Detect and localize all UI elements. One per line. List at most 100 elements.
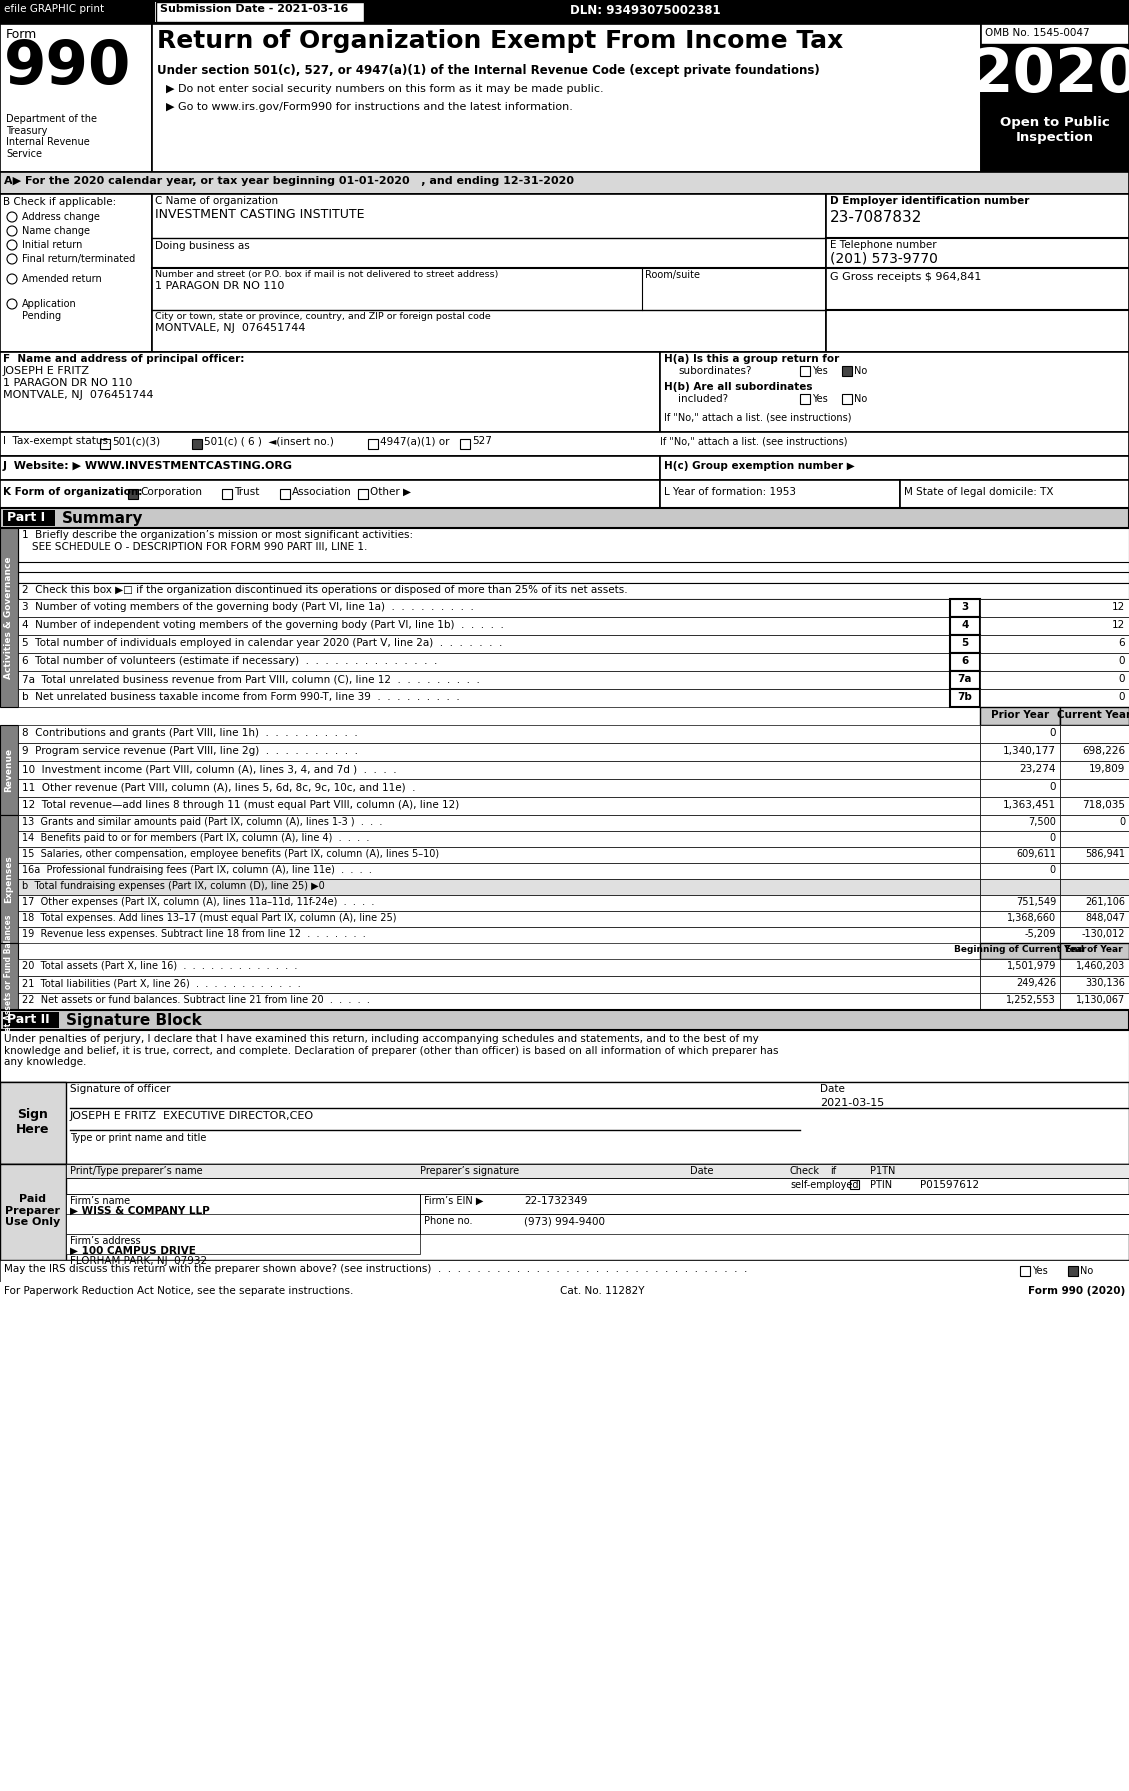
Bar	[0, 353, 660, 432]
Text: ▶ 100 CAMPUS DRIVE: ▶ 100 CAMPUS DRIVE	[70, 1247, 195, 1255]
Text: Yes: Yes	[1032, 1266, 1048, 1275]
Bar	[980, 944, 1060, 958]
Text: Sign
Here: Sign Here	[16, 1109, 50, 1135]
Text: Address change: Address change	[21, 211, 99, 222]
Bar	[222, 489, 231, 500]
Text: Room/suite: Room/suite	[645, 270, 700, 279]
Bar	[368, 439, 378, 450]
Bar	[1060, 707, 1129, 725]
Text: 7,500: 7,500	[1029, 817, 1056, 827]
Bar	[1060, 912, 1129, 928]
Bar	[18, 672, 949, 690]
Bar	[460, 439, 470, 450]
Bar	[1068, 1266, 1078, 1275]
Text: 19  Revenue less expenses. Subtract line 18 from line 12  .  .  .  .  .  .  .: 19 Revenue less expenses. Subtract line …	[21, 930, 366, 938]
Bar	[1060, 879, 1129, 896]
Bar	[156, 2, 364, 21]
Text: (201) 573-9770: (201) 573-9770	[830, 253, 938, 267]
Text: 13  Grants and similar amounts paid (Part IX, column (A), lines 1-3 )  .  .  .: 13 Grants and similar amounts paid (Part…	[21, 817, 383, 827]
Text: FLORHAM PARK, NJ  07932: FLORHAM PARK, NJ 07932	[70, 1255, 207, 1266]
Text: 14  Benefits paid to or for members (Part IX, column (A), line 4)  .  .  .  .: 14 Benefits paid to or for members (Part…	[21, 833, 369, 844]
Bar	[980, 797, 1060, 815]
Bar	[18, 725, 980, 743]
Text: Yes: Yes	[812, 394, 828, 405]
Bar	[800, 394, 809, 405]
Text: 1,501,979: 1,501,979	[1007, 962, 1056, 971]
Text: 527: 527	[472, 435, 492, 446]
Bar	[18, 690, 949, 707]
Bar	[0, 23, 1129, 172]
Text: ▶ Go to www.irs.gov/Form990 for instructions and the latest information.: ▶ Go to www.irs.gov/Form990 for instruct…	[166, 102, 572, 113]
Text: 1,252,553: 1,252,553	[1006, 996, 1056, 1005]
Text: 751,549: 751,549	[1016, 897, 1056, 906]
Text: 1 PARAGON DR NO 110: 1 PARAGON DR NO 110	[3, 378, 132, 389]
Bar	[358, 489, 368, 500]
Bar	[0, 815, 18, 944]
Text: DLN: 93493075002381: DLN: 93493075002381	[570, 4, 720, 16]
Text: 0: 0	[1050, 727, 1056, 738]
Bar	[65, 1164, 1129, 1178]
Bar	[981, 45, 1129, 106]
Bar	[660, 480, 900, 509]
Bar	[980, 815, 1060, 831]
Bar	[660, 353, 1129, 432]
Text: -5,209: -5,209	[1025, 930, 1056, 938]
Bar	[420, 1195, 1129, 1214]
Bar	[18, 797, 980, 815]
Text: 1,340,177: 1,340,177	[1003, 747, 1056, 756]
Bar	[980, 598, 1129, 618]
Text: 4947(a)(1) or: 4947(a)(1) or	[380, 435, 449, 446]
Text: 718,035: 718,035	[1082, 801, 1124, 810]
Text: Initial return: Initial return	[21, 240, 82, 251]
Text: Date: Date	[820, 1084, 844, 1094]
Text: 8  Contributions and grants (Part VIII, line 1h)  .  .  .  .  .  .  .  .  .  .: 8 Contributions and grants (Part VIII, l…	[21, 727, 358, 738]
Text: 21  Total liabilities (Part X, line 26)  .  .  .  .  .  .  .  .  .  .  .  .: 21 Total liabilities (Part X, line 26) .…	[21, 978, 300, 989]
Text: K Form of organization:: K Form of organization:	[3, 487, 142, 496]
Text: 1,363,451: 1,363,451	[1003, 801, 1056, 810]
Text: 6: 6	[1119, 638, 1124, 648]
Text: Firm’s address: Firm’s address	[70, 1236, 141, 1247]
Text: 1  Briefly describe the organization’s mission or most significant activities:: 1 Briefly describe the organization’s mi…	[21, 530, 413, 541]
Bar	[65, 1195, 420, 1234]
Text: 5: 5	[962, 638, 969, 648]
Bar	[1060, 761, 1129, 779]
Text: Department of the
Treasury
Internal Revenue
Service: Department of the Treasury Internal Reve…	[6, 115, 97, 159]
Text: 10  Investment income (Part VIII, column (A), lines 3, 4, and 7d )  .  .  .  .: 10 Investment income (Part VIII, column …	[21, 765, 396, 774]
Bar	[949, 654, 980, 672]
Text: Firm’s EIN ▶: Firm’s EIN ▶	[425, 1196, 483, 1205]
Bar	[100, 439, 110, 450]
Bar	[980, 976, 1060, 992]
Bar	[0, 193, 152, 353]
Text: Under penalties of perjury, I declare that I have examined this return, includin: Under penalties of perjury, I declare th…	[5, 1033, 779, 1067]
Text: 2  Check this box ▶□ if the organization discontinued its operations or disposed: 2 Check this box ▶□ if the organization …	[21, 586, 628, 595]
Text: Amended return: Amended return	[21, 274, 102, 285]
Bar	[18, 976, 980, 992]
Text: subordinates?: subordinates?	[679, 365, 752, 376]
Text: Print/Type preparer’s name: Print/Type preparer’s name	[70, 1166, 202, 1177]
Text: PTIN: PTIN	[870, 1180, 892, 1189]
Text: Prior Year: Prior Year	[991, 709, 1049, 720]
Bar	[192, 439, 202, 450]
Text: H(c) Group exemption number ▶: H(c) Group exemption number ▶	[664, 460, 855, 471]
Bar	[18, 618, 949, 636]
Bar	[980, 847, 1060, 863]
Text: JOSEPH E FRITZ  EXECUTIVE DIRECTOR,CEO: JOSEPH E FRITZ EXECUTIVE DIRECTOR,CEO	[70, 1110, 314, 1121]
Bar	[18, 654, 949, 672]
Text: 330,136: 330,136	[1085, 978, 1124, 989]
Text: Form 990 (2020): Form 990 (2020)	[1027, 1286, 1124, 1297]
Text: End of Year: End of Year	[1065, 946, 1123, 955]
Text: Under section 501(c), 527, or 4947(a)(1) of the Internal Revenue Code (except pr: Under section 501(c), 527, or 4947(a)(1)…	[157, 64, 820, 77]
Text: Yes: Yes	[812, 365, 828, 376]
Bar	[18, 896, 980, 912]
Text: 0: 0	[1119, 673, 1124, 684]
Bar	[0, 1164, 65, 1261]
Bar	[1060, 992, 1129, 1010]
Bar	[1060, 958, 1129, 976]
Bar	[980, 707, 1060, 725]
Text: H(a) Is this a group return for: H(a) Is this a group return for	[664, 355, 839, 364]
Bar	[18, 598, 949, 618]
Bar	[842, 365, 852, 376]
Text: if: if	[830, 1166, 837, 1177]
Text: b  Net unrelated business taxable income from Form 990-T, line 39  .  .  .  .  .: b Net unrelated business taxable income …	[21, 691, 460, 702]
Bar	[0, 193, 1129, 353]
